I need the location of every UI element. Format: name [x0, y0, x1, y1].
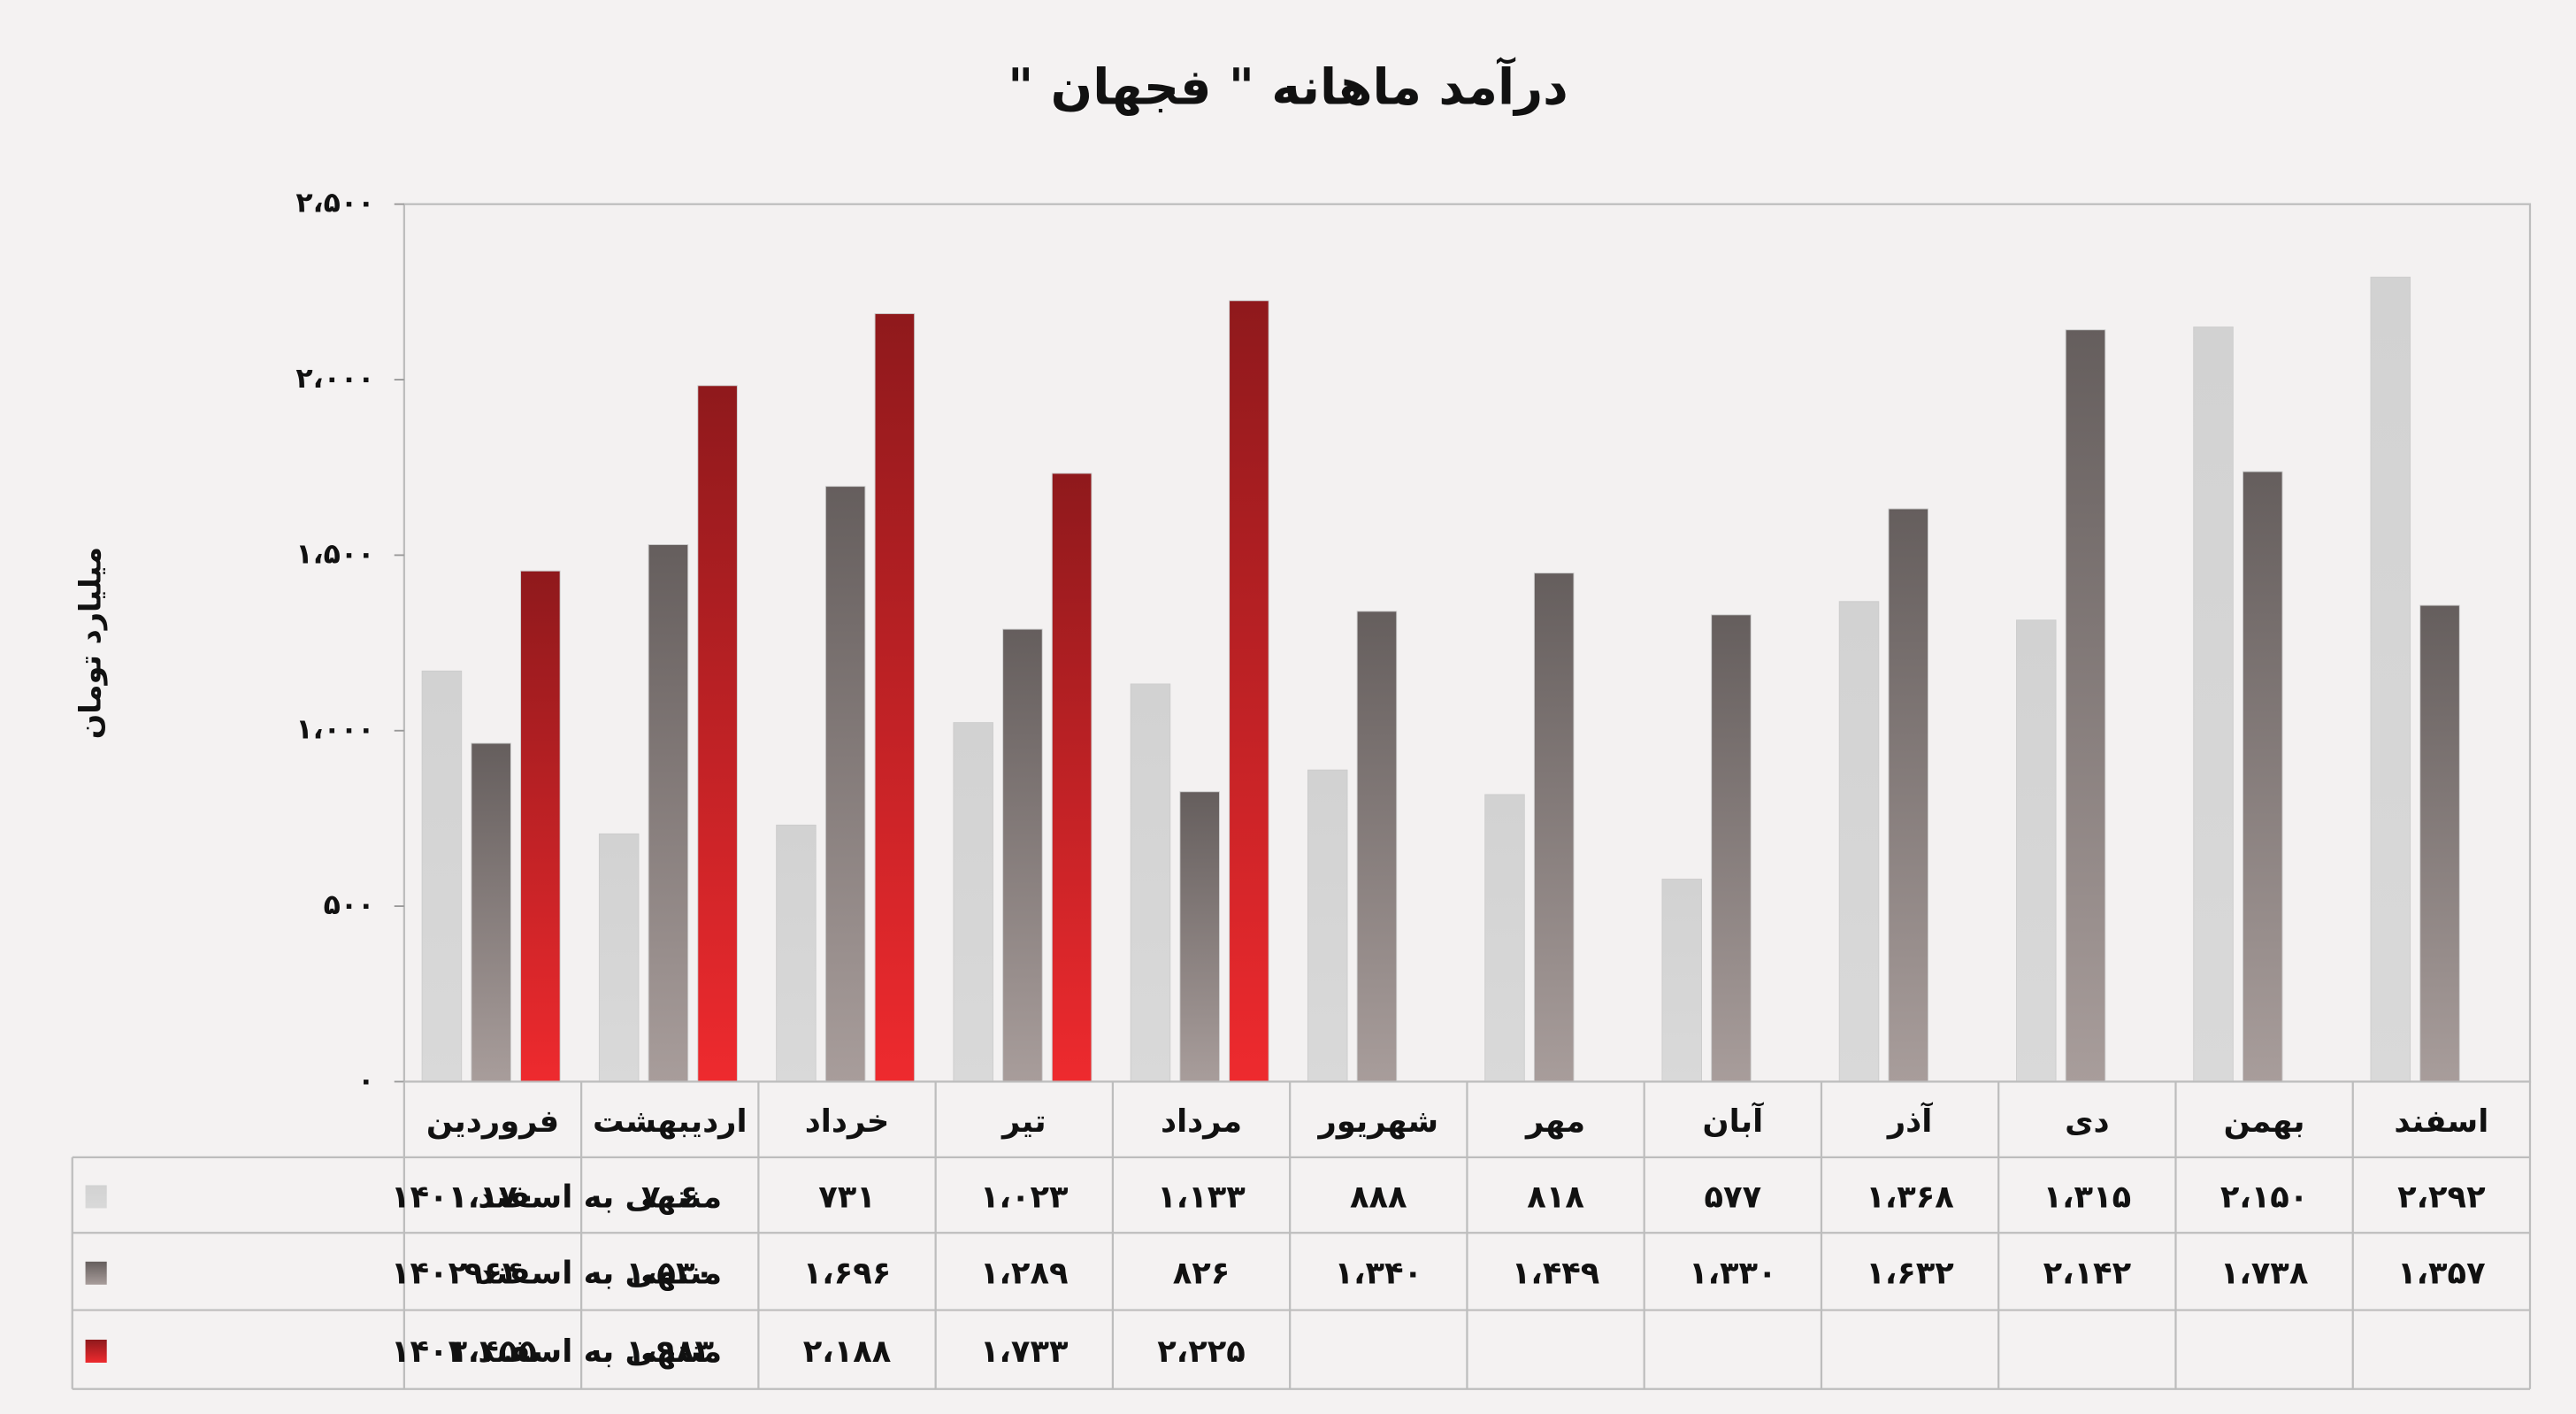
- bar: [2419, 604, 2460, 1082]
- bar: [824, 486, 866, 1082]
- data-label: ۲،۱۴۲: [2043, 1256, 2132, 1292]
- bar: [1307, 769, 1348, 1082]
- bar: [1888, 508, 1928, 1082]
- data-label: ۲،۲۹۲: [2397, 1179, 2486, 1215]
- data-label: ۱،۳۴۰: [1335, 1256, 1423, 1292]
- bar: [648, 544, 689, 1082]
- bar: [1484, 794, 1525, 1082]
- data-label: ۱،۶۳۲: [1866, 1256, 1954, 1292]
- data-label: ۱،۳۶۸: [1866, 1179, 1954, 1215]
- x-tick-label: آبان: [1702, 1102, 1764, 1140]
- data-label: ۱،۳۱۵: [2043, 1179, 2132, 1215]
- plot-area: [402, 203, 2532, 1083]
- data-label: ۱،۳۳۰: [1689, 1256, 1777, 1292]
- data-label: ۱،۴۴۹: [1512, 1256, 1600, 1292]
- y-tick-label: ۲،۵۰۰: [295, 188, 374, 219]
- data-label: ۸۲۶: [1173, 1256, 1230, 1292]
- x-tick-label: اردیبهشت: [593, 1103, 748, 1140]
- bar: [953, 722, 993, 1082]
- data-label: ۱،۷۳۳: [980, 1333, 1069, 1370]
- bar: [2370, 276, 2411, 1082]
- chart-title: درآمد ماهانه " فجهان ": [1008, 57, 1568, 117]
- x-tick-label: خرداد: [805, 1103, 890, 1140]
- data-label: ۱،۲۸۹: [980, 1256, 1068, 1292]
- y-tick-label: ۱،۰۰۰: [295, 714, 374, 746]
- legend-swatch: [85, 1261, 107, 1285]
- y-tick-label: ۰: [357, 1064, 374, 1096]
- bar: [1130, 683, 1171, 1082]
- data-label: ۵۷۷: [1705, 1179, 1762, 1215]
- bar: [1356, 611, 1398, 1082]
- bar: [421, 670, 463, 1082]
- y-tick-label: ۱،۵۰۰: [295, 538, 374, 570]
- data-label: ۱،۰۲۳: [980, 1179, 1069, 1215]
- x-tick-label: مهر: [1524, 1103, 1585, 1140]
- bar: [697, 385, 738, 1082]
- bar: [1002, 628, 1043, 1082]
- x-tick-label: آذر: [1886, 1102, 1933, 1140]
- bar: [1661, 879, 1702, 1082]
- legend-label: منتهی به اسفند ۱۴۰۳: [391, 1333, 722, 1370]
- data-label: ۱،۳۵۷: [2397, 1256, 2486, 1292]
- data-label: ۲،۱۵۰: [2220, 1179, 2309, 1215]
- bar: [520, 570, 561, 1082]
- data-label: ۲،۱۸۸: [803, 1333, 892, 1370]
- data-label: ۱،۹۸۳: [626, 1333, 715, 1370]
- bar: [1229, 300, 1269, 1082]
- bar: [1711, 614, 1752, 1082]
- data-label: ۷۰۶: [641, 1179, 699, 1215]
- bar: [2016, 619, 2057, 1082]
- legend-swatch: [85, 1185, 107, 1209]
- bar: [598, 833, 640, 1082]
- y-tick-label: ۲،۰۰۰: [295, 363, 374, 395]
- legend-label: منتهی به اسفند ۱۴۰۲: [391, 1256, 722, 1292]
- data-label: ۱،۶۹۶: [803, 1256, 891, 1292]
- x-tick-label: شهریور: [1317, 1103, 1439, 1140]
- bar: [2193, 327, 2234, 1082]
- legend-swatch: [85, 1340, 107, 1363]
- data-label: ۱،۱۷۰: [448, 1179, 537, 1215]
- data-label: ۲،۲۲۵: [1157, 1333, 1245, 1370]
- bar: [1838, 601, 1880, 1082]
- bar: [2242, 471, 2283, 1082]
- bar: [776, 824, 816, 1082]
- data-label: ۱،۵۳۰: [626, 1256, 715, 1292]
- bar: [874, 313, 916, 1082]
- data-label: ۸۱۸: [1527, 1179, 1584, 1215]
- data-label: ۱،۴۵۵: [448, 1333, 537, 1370]
- data-label: ۷۳۱: [818, 1179, 876, 1215]
- y-axis-label: میلیارد تومان: [73, 547, 109, 739]
- bar: [471, 742, 511, 1082]
- x-tick-label: دی: [2065, 1103, 2109, 1140]
- x-tick-label: تیر: [1000, 1103, 1046, 1140]
- bar: [2065, 329, 2106, 1082]
- data-label: ۱،۱۳۳: [1157, 1179, 1246, 1215]
- data-label: ۱،۷۳۸: [2220, 1256, 2309, 1292]
- x-tick-label: بهمن: [2224, 1103, 2305, 1140]
- legend-label: منتهی به اسفند ۱۴۰۱: [391, 1179, 722, 1215]
- y-tick-label: ۵۰۰: [324, 889, 375, 921]
- bar: [1533, 573, 1575, 1082]
- x-tick-label: اسفند: [2394, 1103, 2488, 1140]
- bar: [1179, 791, 1220, 1082]
- bar: [1051, 473, 1092, 1082]
- data-label: ۸۸۸: [1350, 1179, 1407, 1215]
- x-tick-label: مرداد: [1161, 1103, 1242, 1140]
- data-label: ۹۶۴: [464, 1256, 522, 1292]
- x-tick-label: فروردین: [426, 1103, 559, 1140]
